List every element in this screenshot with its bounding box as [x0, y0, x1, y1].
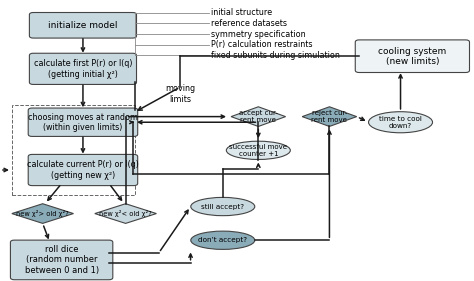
Polygon shape: [231, 107, 285, 126]
Text: still accept?: still accept?: [201, 203, 244, 210]
Bar: [12, 105, 135, 195]
Polygon shape: [302, 107, 356, 126]
Text: time to cool
down?: time to cool down?: [379, 116, 422, 129]
Ellipse shape: [191, 197, 255, 216]
Text: successful move
counter +1: successful move counter +1: [229, 144, 287, 157]
Text: reject cur-
rent move: reject cur- rent move: [311, 110, 347, 123]
FancyBboxPatch shape: [28, 108, 137, 137]
Text: calculate current P(r) or I(q)
(getting new χ²): calculate current P(r) or I(q) (getting …: [27, 160, 139, 180]
Ellipse shape: [191, 231, 255, 250]
Text: accept cur-
rent move: accept cur- rent move: [239, 110, 278, 123]
Polygon shape: [95, 204, 156, 223]
FancyBboxPatch shape: [29, 53, 137, 84]
Text: initial structure: initial structure: [211, 8, 272, 17]
FancyBboxPatch shape: [28, 155, 137, 186]
Text: initialize model: initialize model: [48, 21, 118, 30]
Ellipse shape: [227, 141, 290, 159]
Text: choosing moves at random
(within given limits): choosing moves at random (within given l…: [28, 112, 138, 132]
Text: new χ²< old χ²?: new χ²< old χ²?: [99, 210, 152, 217]
Text: don’t accept?: don’t accept?: [198, 237, 247, 243]
Text: moving
limits: moving limits: [165, 84, 195, 104]
Text: calculate first P(r) or I(q)
(getting initial χ²): calculate first P(r) or I(q) (getting in…: [34, 59, 132, 79]
Text: reference datasets: reference datasets: [211, 19, 287, 28]
Ellipse shape: [368, 112, 432, 133]
FancyBboxPatch shape: [10, 240, 113, 280]
Polygon shape: [12, 204, 73, 223]
Text: new χ²> old χ²?: new χ²> old χ²?: [16, 210, 69, 217]
Text: cooling system
(new limits): cooling system (new limits): [378, 46, 447, 66]
Text: P(r) calculation restraints: P(r) calculation restraints: [211, 40, 312, 49]
FancyBboxPatch shape: [29, 13, 137, 38]
FancyBboxPatch shape: [355, 40, 469, 72]
Text: fixed subunits during simulation: fixed subunits during simulation: [211, 51, 340, 60]
Text: roll dice
(random number
between 0 and 1): roll dice (random number between 0 and 1…: [25, 245, 99, 275]
Text: symmetry specification: symmetry specification: [211, 30, 306, 38]
